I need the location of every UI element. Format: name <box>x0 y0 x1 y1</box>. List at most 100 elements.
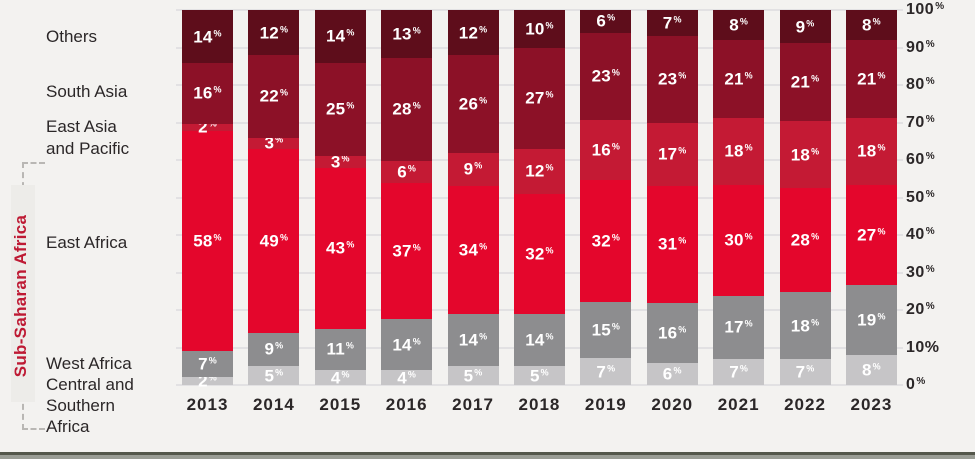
segment-label: 32% <box>591 231 621 251</box>
segment-label: 11% <box>326 339 355 359</box>
bar-segment: 7% <box>182 350 233 378</box>
x-axis-label: 2017 <box>452 395 494 414</box>
bar-segment: 16% <box>646 302 698 363</box>
bar-segment: 21% <box>845 39 897 118</box>
gridline <box>176 384 903 386</box>
segment-label: 28% <box>790 230 820 250</box>
segment-label: 43% <box>326 238 355 258</box>
segment-label: 31% <box>657 234 687 254</box>
percent-sign: % <box>346 100 355 111</box>
segment-label: 58% <box>193 231 222 251</box>
stacked-bar: 6% 16% 31% 17% 23% 7% <box>646 10 698 385</box>
y-axis-tick: 0% <box>906 376 926 393</box>
percent-sign: % <box>479 24 488 34</box>
row-label-south-asia: South Asia <box>46 82 128 101</box>
x-axis-label: 2014 <box>252 395 295 414</box>
segment-label: 30% <box>724 230 753 250</box>
bar-segment: 7% <box>713 359 765 385</box>
segment-label: 16% <box>193 83 222 103</box>
segment-label: 12% <box>525 161 554 181</box>
percent-sign: % <box>479 95 488 106</box>
bar-segment: 27% <box>845 184 897 285</box>
segment-label: 5% <box>264 366 284 386</box>
percent-sign: % <box>925 188 936 200</box>
percent-sign: % <box>412 336 421 347</box>
bar-segment: 43% <box>314 167 366 329</box>
percent-sign: % <box>345 340 355 351</box>
y-axis-tick: 60% <box>906 151 936 168</box>
bar-column: 8% 19% 27% 18% 21% 8% 2023 <box>845 10 897 430</box>
stacked-bar: 5% 14% 34% 9% 26% 12% <box>447 10 499 385</box>
bar-segment: 14% <box>314 10 366 63</box>
percent-sign: % <box>213 28 222 38</box>
segment-label: 3% <box>330 152 350 172</box>
row-label-east-africa: East Africa <box>46 233 128 252</box>
segment-label: 14% <box>458 330 488 350</box>
bar-segment: 6% <box>580 9 632 33</box>
bar-segment: 19% <box>845 284 897 356</box>
stacked-bar: 5% 14% 32% 12% 27% 10% <box>513 10 565 386</box>
bar-segment: 14% <box>182 9 233 64</box>
percent-sign: % <box>213 84 222 95</box>
segment-label: 26% <box>458 94 488 114</box>
bar-segment: 25% <box>314 62 366 157</box>
bar-segment: 14% <box>513 313 565 367</box>
segment-label: 6% <box>397 162 417 182</box>
segment-label: 22% <box>259 86 289 106</box>
percent-sign: % <box>811 73 820 84</box>
bar-segment: 16% <box>580 119 632 181</box>
bar-segment: 6% <box>646 362 698 385</box>
segment-label: 17% <box>657 144 687 164</box>
segment-label: 8% <box>861 360 881 380</box>
segment-label: 49% <box>259 231 289 251</box>
percent-sign: % <box>925 263 936 275</box>
percent-sign: % <box>806 18 815 29</box>
percent-sign: % <box>474 367 483 378</box>
percent-sign: % <box>479 331 488 342</box>
segment-label: 25% <box>326 99 355 119</box>
bar-segment: 28% <box>779 188 831 293</box>
percent-sign: % <box>877 70 886 81</box>
percent-sign: % <box>611 232 621 243</box>
percent-sign: % <box>678 235 687 246</box>
bar-segment: 3% <box>314 152 366 172</box>
percent-sign: % <box>545 162 554 173</box>
bar-segment: 14% <box>447 313 499 367</box>
y-axis-tick: 40% <box>906 226 936 243</box>
percent-sign: % <box>673 365 682 376</box>
segment-label: 6% <box>662 364 682 384</box>
percent-sign: % <box>275 134 284 145</box>
bar-segment: 21% <box>779 43 831 122</box>
x-axis-label: 2019 <box>584 395 627 414</box>
percent-sign: % <box>341 369 350 379</box>
segment-label: 8% <box>729 15 749 35</box>
percent-sign: % <box>935 1 945 12</box>
bar-segment: 4% <box>314 369 366 386</box>
segment-label: 27% <box>525 88 554 108</box>
bar-column: 4% 11% 43% 3% 25% 14% 2015 <box>314 10 366 430</box>
percent-sign: % <box>811 146 820 157</box>
percent-sign: % <box>877 142 886 153</box>
segment-label: 7% <box>198 354 217 374</box>
percent-sign: % <box>208 355 217 366</box>
segment-label: 5% <box>530 366 549 386</box>
percent-sign: % <box>545 245 554 256</box>
bar-segment: 18% <box>845 117 897 185</box>
segment-label: 7% <box>795 362 815 382</box>
segment-label: 32% <box>525 244 554 264</box>
percent-sign: % <box>673 14 682 25</box>
segment-label: 18% <box>790 145 820 165</box>
bar-segment: 8% <box>845 355 897 385</box>
percent-sign: % <box>412 242 421 253</box>
segment-label: 23% <box>657 69 687 89</box>
bar-segment: 23% <box>646 36 698 123</box>
y-axis-tick: 10% <box>906 338 940 356</box>
bar-segment: 11% <box>314 328 366 370</box>
bar-segment: 34% <box>447 186 499 314</box>
stacked-bar: 5% 9% 49% 3% 22% 12% <box>248 10 300 386</box>
percent-sign: % <box>925 38 936 50</box>
bar-segment: 15% <box>580 301 632 359</box>
bar-segment: 9% <box>779 10 831 44</box>
bar-column: 4% 14% 37% 6% 28% 13% 2016 <box>381 10 433 430</box>
